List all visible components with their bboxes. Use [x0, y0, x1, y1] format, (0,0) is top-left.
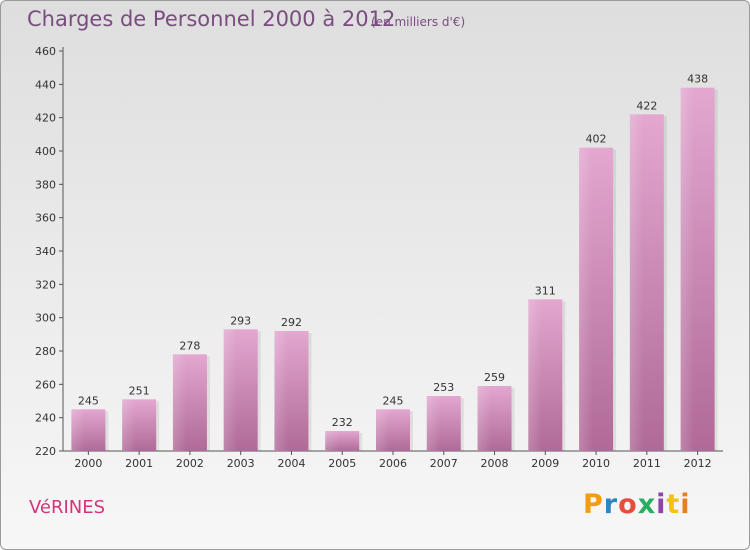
y-tick-label: 320 — [35, 278, 56, 291]
data-labels: 245 251 278 293 292 232 245 253 259 311 402 422 438 — [78, 73, 708, 429]
x-tick-label: 2002 — [176, 457, 204, 470]
data-label: 292 — [281, 316, 302, 329]
data-label: 232 — [332, 416, 353, 429]
y-tick-label: 280 — [35, 345, 56, 358]
bar-highlight — [579, 147, 614, 451]
bar-highlight — [376, 409, 410, 451]
bar-highlight — [71, 409, 106, 451]
data-label: 422 — [636, 99, 657, 112]
brand-letter: o — [618, 489, 638, 520]
bar-highlight — [528, 299, 563, 451]
y-tick-label: 300 — [35, 312, 56, 325]
y-tick-label: 440 — [35, 78, 56, 91]
y-tick-label: 220 — [35, 445, 56, 458]
brand-letter: P — [583, 489, 604, 520]
brand-letter: i — [656, 489, 667, 520]
data-label: 253 — [433, 381, 454, 394]
data-label: 278 — [179, 339, 200, 352]
x-tick-label: 2005 — [328, 457, 356, 470]
y-tick-label: 340 — [35, 245, 56, 258]
bar-highlight — [477, 386, 512, 451]
x-tick-label: 2010 — [582, 457, 610, 470]
data-label: 251 — [129, 384, 150, 397]
y-tick-label: 420 — [35, 112, 56, 125]
chart-title: Charges de Personnel 2000 à 2012 — [27, 7, 396, 31]
brand-letter: r — [603, 489, 619, 520]
x-tick-label: 2011 — [633, 457, 661, 470]
axes: 220 240 260 280 300 320 340 360 380 400 420 440 460 2… — [35, 45, 723, 470]
bars — [71, 87, 718, 452]
data-label: 245 — [78, 394, 99, 407]
commune-name: VéRINES — [29, 497, 106, 518]
bar-highlight — [325, 431, 360, 451]
data-label: 259 — [484, 371, 505, 384]
x-tick-label: 2007 — [430, 457, 458, 470]
y-tick-label: 360 — [35, 212, 56, 225]
y-tick-label: 460 — [35, 45, 56, 58]
x-tick-label: 2001 — [125, 457, 153, 470]
bar-highlight — [223, 329, 258, 451]
bar-highlight — [680, 87, 715, 452]
y-tick-label: 400 — [35, 145, 56, 158]
x-tick-label: 2008 — [481, 457, 509, 470]
data-label: 438 — [687, 73, 708, 86]
chart-subtitle: (en milliers d'€) — [371, 15, 466, 29]
data-label: 402 — [586, 133, 607, 146]
brand-letter: t — [666, 489, 681, 520]
y-tick-label: 260 — [35, 378, 56, 391]
data-label: 311 — [535, 284, 556, 297]
bar-highlight — [274, 331, 309, 451]
y-tick-label: 380 — [35, 178, 56, 191]
brand-letter: i — [680, 489, 691, 520]
x-tick-label: 2012 — [684, 457, 712, 470]
proxiti-logo: Proxiti — [583, 489, 691, 520]
x-tick-label: 2000 — [74, 457, 102, 470]
x-tick-label: 2009 — [531, 457, 559, 470]
bar-highlight — [629, 114, 664, 451]
x-tick-label: 2006 — [379, 457, 407, 470]
data-label: 293 — [230, 314, 251, 327]
x-tick-label: 2004 — [277, 457, 305, 470]
data-label: 245 — [383, 394, 404, 407]
bar-highlight — [122, 399, 157, 451]
x-tick-label: 2003 — [227, 457, 255, 470]
y-tick-label: 240 — [35, 412, 56, 425]
brand-letter: x — [637, 489, 657, 520]
bar-highlight — [172, 354, 207, 451]
bar-highlight — [426, 396, 461, 451]
